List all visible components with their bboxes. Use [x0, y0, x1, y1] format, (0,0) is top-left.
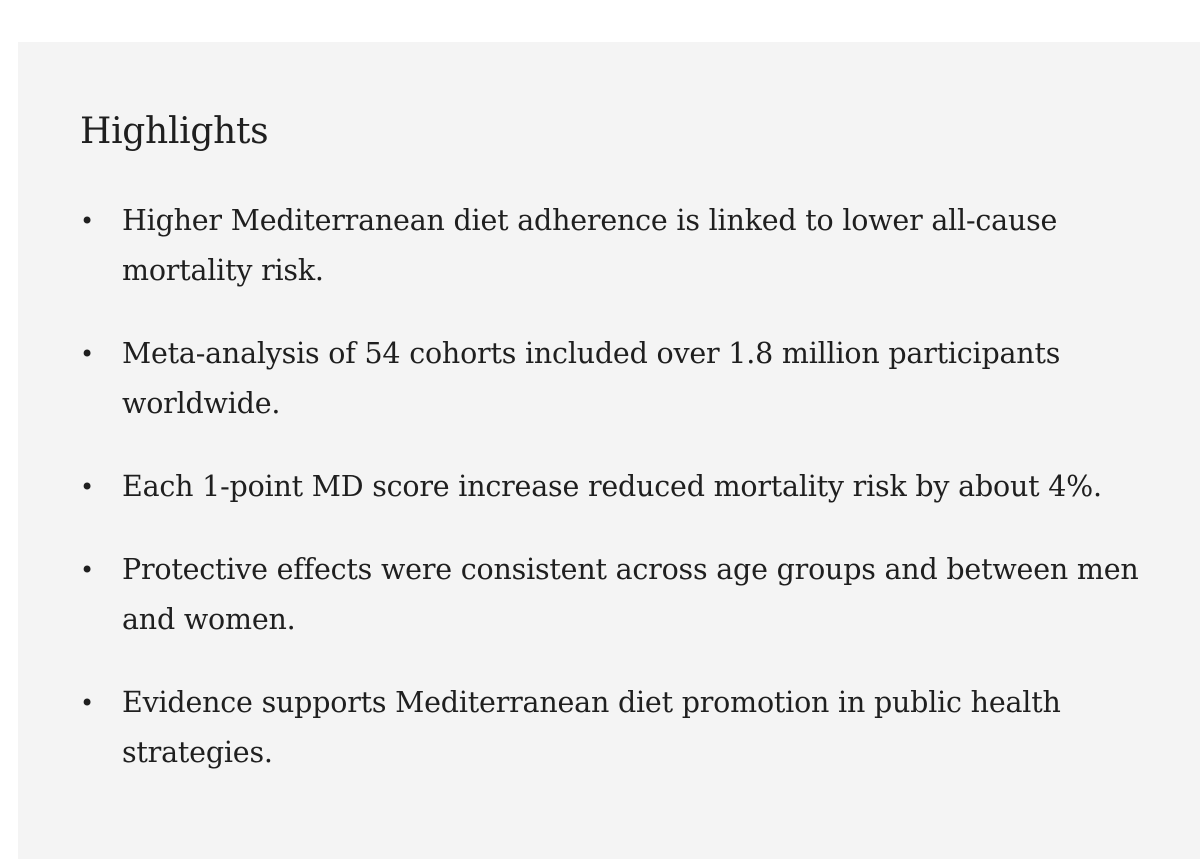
list-item: • Meta-analysis of 54 cohorts included o…: [80, 329, 1160, 429]
highlight-text: Protective effects were consistent acros…: [122, 553, 1139, 636]
list-item: • Each 1-point MD score increase reduced…: [80, 462, 1160, 512]
list-item: • Higher Mediterranean diet adherence is…: [80, 196, 1160, 296]
highlight-text: Higher Mediterranean diet adherence is l…: [122, 204, 1058, 287]
bullet-icon: •: [80, 207, 94, 235]
list-item: • Protective effects were consistent acr…: [80, 545, 1160, 645]
highlights-heading: Highlights: [80, 111, 269, 152]
bullet-icon: •: [80, 556, 94, 584]
highlight-text: Meta-analysis of 54 cohorts included ove…: [122, 337, 1061, 420]
highlights-list: • Higher Mediterranean diet adherence is…: [80, 196, 1160, 778]
list-item: • Evidence supports Mediterranean diet p…: [80, 678, 1160, 778]
highlight-text: Each 1-point MD score increase reduced m…: [122, 470, 1102, 503]
highlight-text: Evidence supports Mediterranean diet pro…: [122, 686, 1061, 769]
bullet-icon: •: [80, 340, 94, 368]
highlights-panel: Highlights • Higher Mediterranean diet a…: [18, 42, 1200, 859]
bullet-icon: •: [80, 473, 94, 501]
bullet-icon: •: [80, 689, 94, 717]
